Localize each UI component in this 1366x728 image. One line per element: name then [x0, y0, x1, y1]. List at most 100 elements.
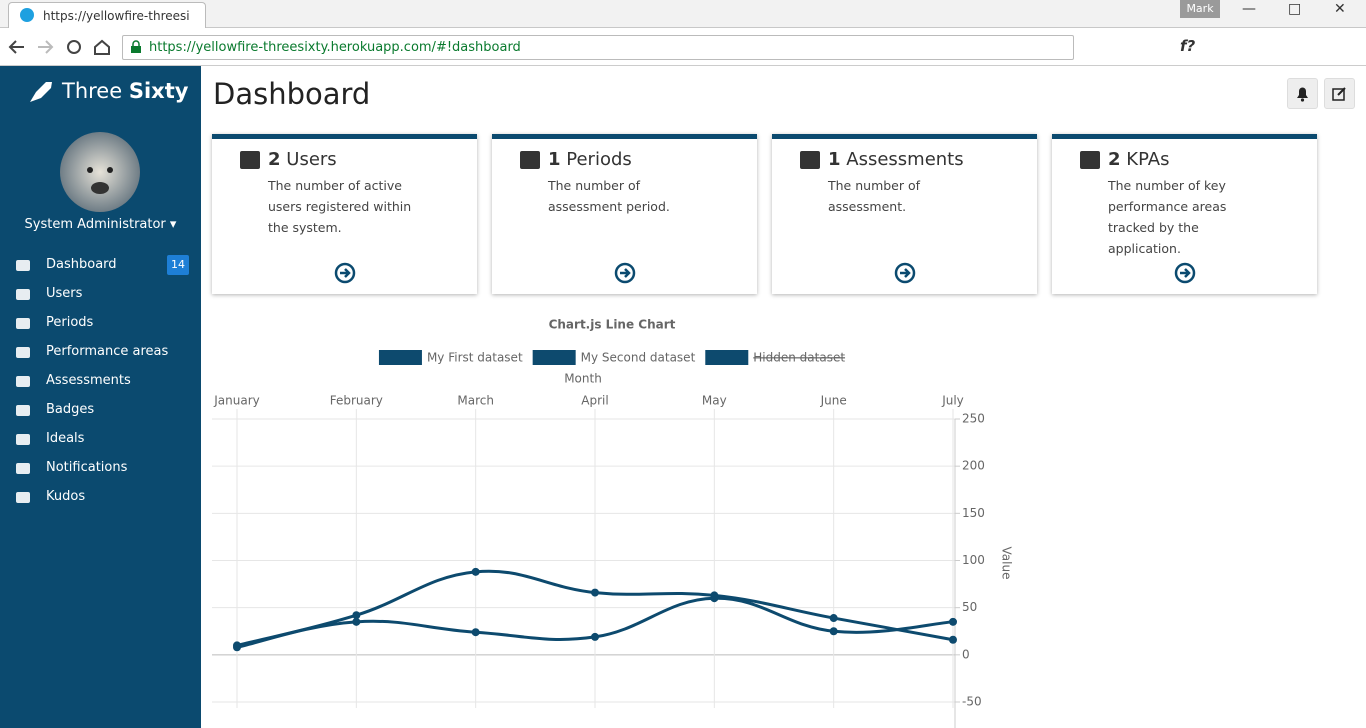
profile-label[interactable]: Mark — [1180, 0, 1220, 18]
legend-swatch — [378, 350, 422, 365]
card-link[interactable] — [1174, 262, 1196, 284]
card-title: 1 Assessments — [828, 149, 964, 170]
legend-item[interactable]: Hidden dataset — [705, 350, 845, 365]
data-point — [352, 611, 361, 620]
y-tick-label: 0 — [962, 647, 970, 661]
card-description: The number of active users registered wi… — [268, 178, 412, 235]
x-tick-label: January — [213, 394, 260, 408]
brand[interactable]: Three Sixty — [62, 79, 188, 103]
legend-label: My Second dataset — [581, 351, 696, 365]
menu-item[interactable]: Badges — [46, 402, 95, 417]
menu-badge: 14 — [167, 255, 189, 275]
legend-label: Hidden dataset — [753, 351, 845, 365]
brand-icon — [30, 82, 52, 102]
address-bar[interactable]: https://yellowfire-threesixty.herokuapp.… — [122, 35, 1074, 60]
tab-icon — [20, 8, 34, 22]
menu-icon — [16, 260, 30, 271]
menu-icon — [16, 318, 30, 329]
card-link[interactable] — [334, 262, 356, 284]
x-tick-label: May — [702, 394, 727, 408]
data-point — [949, 635, 957, 644]
menu-item[interactable]: Ideals — [46, 431, 85, 446]
menu-item[interactable]: Dashboard — [46, 257, 117, 272]
y-tick-label: 150 — [962, 506, 985, 520]
user-name: System Administrator — [24, 217, 166, 232]
data-point — [591, 588, 599, 597]
x-tick-label: March — [457, 394, 494, 408]
y-tick-label: 250 — [962, 412, 985, 426]
menu-item[interactable]: Kudos — [46, 489, 86, 504]
brand-bold: Sixty — [128, 79, 189, 103]
card-link[interactable] — [614, 262, 636, 284]
url: https://yellowfire-threesixty.herokuapp.… — [149, 40, 521, 55]
legend-label: My First dataset — [427, 351, 523, 365]
data-point — [471, 567, 480, 576]
legend-item[interactable]: My Second dataset — [532, 350, 696, 365]
data-point — [591, 632, 599, 641]
edit-button[interactable] — [1324, 78, 1355, 109]
tab-title: https://yellowfire-threesi — [43, 9, 190, 23]
extension-label[interactable]: f? — [1180, 37, 1196, 55]
nav-buttons[interactable] — [0, 28, 120, 66]
tab-bar — [0, 0, 1366, 28]
menu-item[interactable]: Assessments — [46, 373, 131, 388]
menu-icon — [16, 492, 30, 503]
menu-icon — [16, 463, 30, 474]
notifications-button[interactable] — [1287, 78, 1318, 109]
x-tick-label: February — [330, 394, 383, 408]
legend-swatch — [532, 350, 576, 365]
y-tick-label: 200 — [962, 459, 985, 473]
browser-tab[interactable]: https://yellowfire-threesi — [8, 2, 206, 29]
card-title: 2 Users — [268, 149, 337, 170]
menu-item[interactable]: Periods — [46, 315, 94, 330]
card-description: The number of key performance areas trac… — [1108, 178, 1227, 256]
data-point — [352, 617, 361, 626]
line-chart: Chart.js Line Chart Month Value -50 0 50 10… — [212, 318, 1014, 728]
card-label: Assessments — [846, 149, 964, 170]
card: 1 Assessments The number of assessment. — [772, 134, 1037, 294]
card-icon — [1080, 151, 1100, 169]
card: 2 KPAs The number of key performance area… — [1052, 134, 1317, 294]
menu-icon — [16, 289, 30, 300]
card-count: 1 — [548, 149, 561, 170]
card-count: 1 — [828, 149, 841, 170]
data-point — [710, 594, 719, 603]
card: 2 Users The number of active users regist… — [212, 134, 477, 294]
y-tick-label: 100 — [962, 553, 985, 567]
data-point — [233, 643, 241, 652]
y-axis-label: Value — [1000, 547, 1014, 580]
card-link[interactable] — [894, 262, 916, 284]
data-point — [949, 617, 957, 626]
x-tick-label: July — [941, 394, 964, 408]
card-label: Users — [286, 149, 337, 170]
chart-title: Chart.js Line Chart — [549, 318, 676, 332]
card-label: Periods — [566, 149, 632, 170]
legend-swatch — [705, 350, 749, 365]
card: 1 Periods The number of assessment period… — [492, 134, 757, 294]
brand-light: Three — [62, 79, 123, 103]
card-icon — [800, 151, 820, 169]
card-count: 2 — [1108, 149, 1121, 170]
legend-item[interactable]: My First dataset — [378, 350, 523, 365]
menu-item[interactable]: Performance areas — [46, 344, 169, 359]
card-icon — [240, 151, 260, 169]
menu-icon — [16, 376, 30, 387]
card-icon — [520, 151, 540, 169]
menu-icon — [16, 434, 30, 445]
menu-icon — [16, 405, 30, 416]
y-tick-label: -50 — [962, 695, 982, 709]
window-controls[interactable]: — □ ✕ — [1242, 1, 1346, 17]
page-title: Dashboard — [213, 77, 371, 111]
data-point — [471, 628, 480, 637]
data-point — [829, 627, 838, 636]
x-axis-label: Month — [564, 372, 602, 386]
x-tick-label: June — [820, 394, 847, 408]
card-title: 1 Periods — [548, 149, 632, 170]
avatar — [60, 132, 140, 212]
user-menu[interactable]: System Administrator ▾ — [24, 217, 177, 232]
card-count: 2 — [268, 149, 281, 170]
menu-item[interactable]: Users — [46, 286, 83, 301]
menu-item[interactable]: Notifications — [46, 460, 128, 475]
x-tick-label: April — [581, 394, 608, 408]
